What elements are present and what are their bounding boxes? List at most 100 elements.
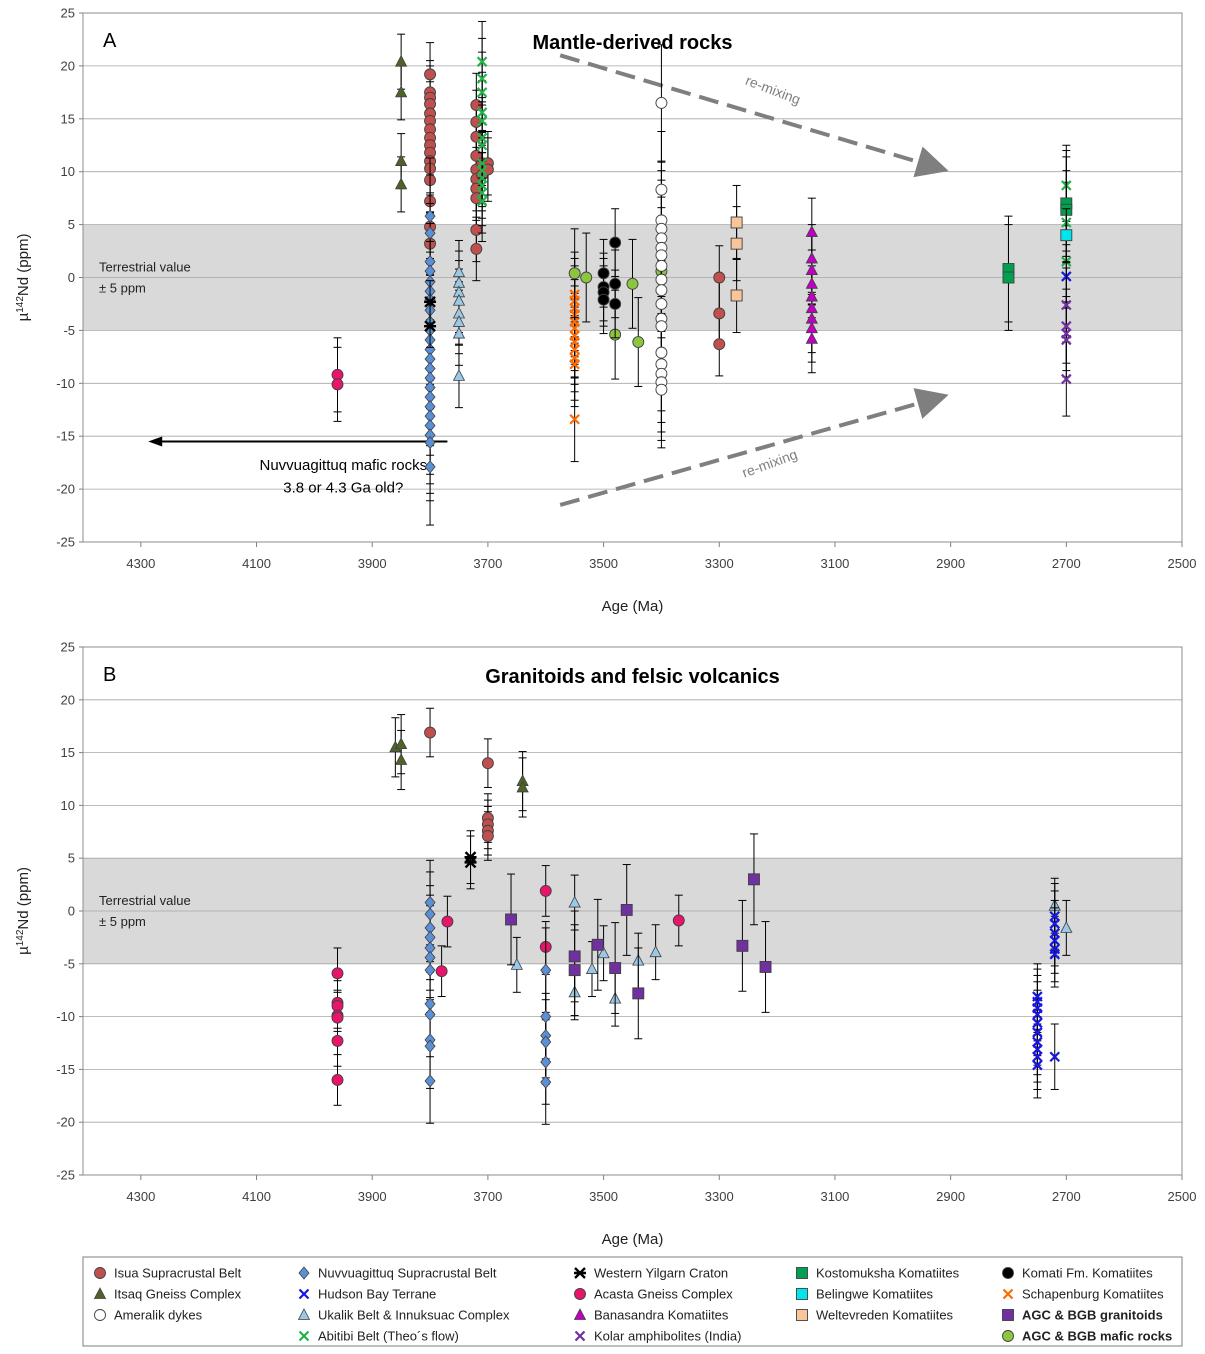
y-tick-label: -25 <box>56 535 75 550</box>
legend-item-agc-bgb-mafic-rocks: AGC & BGB mafic rocks <box>1002 1329 1172 1344</box>
legend-label: Hudson Bay Terrane <box>318 1287 436 1302</box>
data-point <box>510 957 523 970</box>
data-point <box>655 320 668 333</box>
data-point <box>331 967 344 980</box>
data-point <box>1032 1059 1043 1071</box>
data-point <box>805 289 818 302</box>
chart-panel-a: -25 -20 -15 -10 -5 0 5 10 15 20 25 4300 4100 3900 3700… <box>15 6 1197 616</box>
legend-item-isua-supracrustal-belt: Isua Supracrustal Belt <box>94 1266 242 1281</box>
x-tick-label: 2500 <box>1168 1189 1197 1204</box>
data-point <box>424 209 436 223</box>
data-point <box>632 987 645 1000</box>
nuvvuagittuq-arrowhead <box>148 436 163 447</box>
data-point <box>452 326 466 339</box>
data-point <box>1002 271 1015 284</box>
data-point <box>540 963 552 977</box>
data-point <box>805 263 818 275</box>
series-isua-supracrustal-belt <box>424 707 494 861</box>
legend-item-nuvvuagittuq-supracrustal-belt: Nuvvuagittuq Supracrustal Belt <box>298 1266 497 1281</box>
data-point <box>424 950 436 965</box>
terrestrial-range: ± 5 ppm <box>99 281 146 296</box>
x-tick-label: 4300 <box>126 1189 155 1204</box>
data-point <box>759 961 772 973</box>
data-point <box>609 277 622 290</box>
legend-label: Ukalik Belt & Innuksuac Complex <box>318 1308 510 1323</box>
series-ukalik-belt-innuksuac-complex <box>452 239 466 409</box>
y-tick-label: -5 <box>63 956 75 971</box>
terrestrial-range: ± 5 ppm <box>99 914 146 929</box>
data-point <box>672 914 685 927</box>
legend-item-agc-bgb-granitoids: AGC & BGB granitoids <box>1002 1308 1163 1323</box>
data-point <box>1032 1027 1043 1038</box>
data-point <box>580 271 593 284</box>
x-tick-label: 3700 <box>473 1189 502 1204</box>
legend-marker <box>573 1308 587 1320</box>
panel-title: Granitoids and felsic volcanics <box>485 666 780 688</box>
data-point <box>1061 334 1072 346</box>
legend-marker <box>1002 1330 1014 1342</box>
data-point <box>620 903 633 916</box>
data-point <box>470 242 483 255</box>
legend-marker <box>796 1267 808 1279</box>
data-point <box>435 965 448 978</box>
y-tick-label: -25 <box>56 1168 75 1183</box>
legend-marker <box>94 1267 106 1279</box>
data-point <box>609 298 622 310</box>
data-point <box>1061 373 1072 385</box>
legend-item-acasta-gneiss-complex: Acasta Gneiss Complex <box>574 1287 733 1302</box>
data-point <box>424 68 437 81</box>
legend-marker <box>297 1308 311 1320</box>
data-point <box>331 1034 344 1047</box>
data-point <box>1061 299 1072 311</box>
x-tick-label: 3900 <box>358 556 387 571</box>
data-point <box>476 115 488 127</box>
x-tick-label: 2500 <box>1168 556 1197 571</box>
data-point <box>585 962 599 974</box>
remix-arrow-lower <box>559 388 949 507</box>
data-point <box>730 289 743 302</box>
legend-label: Nuvvuagittuq Supracrustal Belt <box>318 1266 497 1281</box>
legend-label: Banasandra Komatiites <box>594 1308 729 1323</box>
data-point <box>476 56 488 67</box>
x-tick-label: 3300 <box>705 1189 734 1204</box>
x-tick-label: 2700 <box>1052 1189 1081 1204</box>
data-point <box>476 187 488 199</box>
data-point <box>597 267 610 280</box>
y-tick-label: 0 <box>68 270 75 285</box>
terrestrial-label: Terrestrial value <box>99 260 191 275</box>
legend-item-weltevreden-komatiites: Weltevreden Komatiites <box>796 1308 954 1323</box>
legend-marker <box>93 1287 107 1299</box>
remix-label-upper: re-mixing <box>743 72 802 108</box>
nuvvuagittuq-label: Nuvvuagittuq mafic rocks <box>260 457 428 474</box>
data-point <box>394 737 408 750</box>
data-point <box>476 87 488 98</box>
data-point <box>713 338 726 351</box>
x-tick-label: 2900 <box>936 1189 965 1204</box>
nuvvuagittuq-age: 3.8 or 4.3 Ga old? <box>283 479 403 496</box>
y-tick-label: -5 <box>63 323 75 338</box>
legend-marker <box>298 1330 310 1342</box>
data-point <box>1060 921 1073 933</box>
data-point <box>655 183 668 196</box>
data-point <box>713 271 726 284</box>
data-point <box>1049 918 1061 929</box>
legend-marker <box>1002 1267 1014 1279</box>
legend-item-ukalik-belt-innuksuac-complex: Ukalik Belt & Innuksuac Complex <box>297 1308 510 1323</box>
data-point <box>569 344 580 355</box>
x-tick-label: 4100 <box>242 1189 271 1204</box>
series-acasta-gneiss-complex <box>331 337 344 422</box>
data-point <box>452 315 466 327</box>
x-tick-label: 3100 <box>820 556 849 571</box>
x-tick-label: 3300 <box>705 556 734 571</box>
legend-label: Abitibi Belt (Theo´s flow) <box>318 1329 459 1344</box>
data-point <box>424 1007 436 1022</box>
data-point <box>736 939 749 952</box>
y-axis-title: µ142Nd (ppm) <box>15 867 33 955</box>
legend-marker <box>574 1267 586 1279</box>
series-itsaq-gneiss-complex <box>394 33 408 213</box>
data-point <box>655 298 668 310</box>
data-point <box>568 267 581 280</box>
data-point <box>540 1055 552 1069</box>
data-point <box>730 216 743 229</box>
